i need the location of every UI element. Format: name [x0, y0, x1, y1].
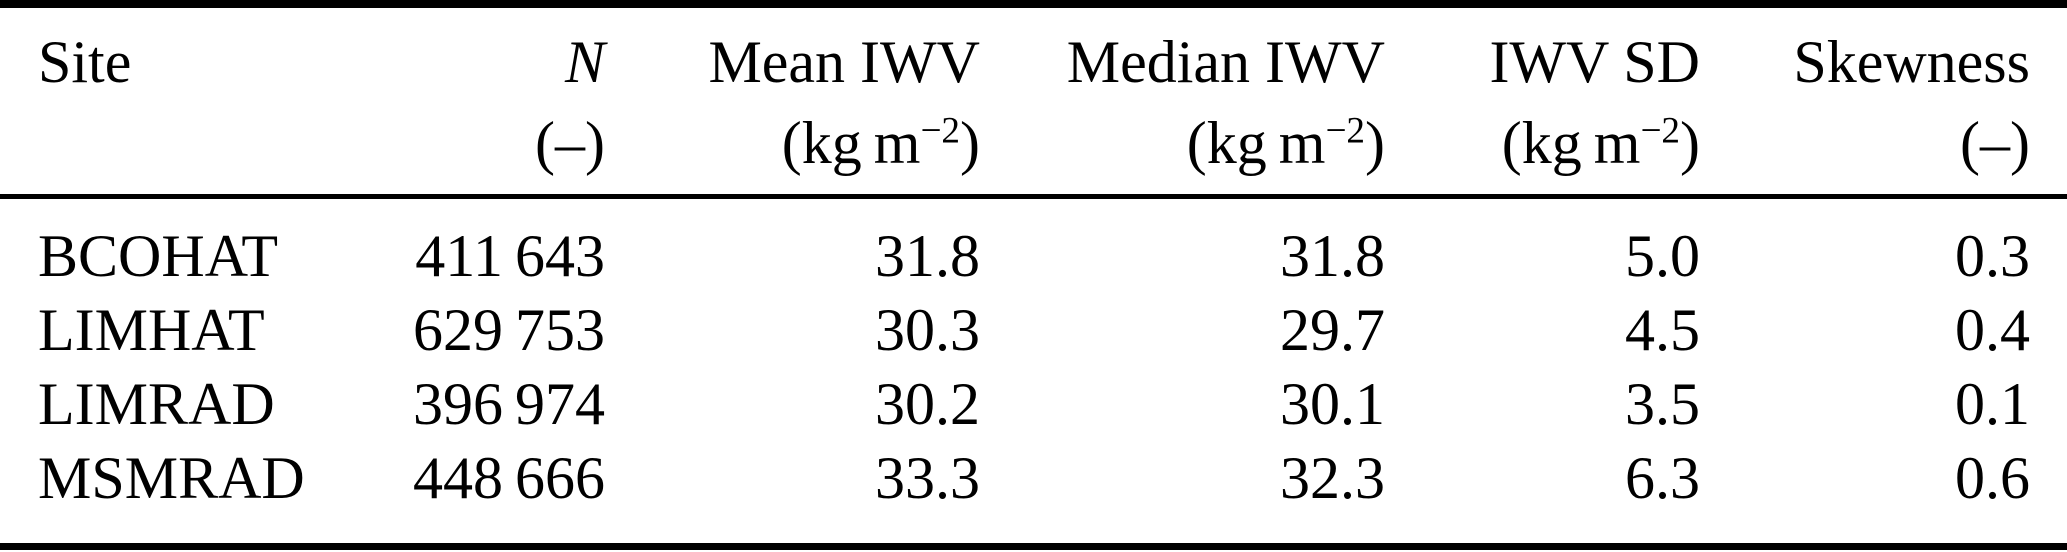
unit-text: (kg m — [1501, 110, 1641, 176]
header-median-iwv-label: Median IWV — [1066, 29, 1385, 95]
header-iwv-sd-label: IWV SD — [1489, 29, 1700, 95]
table-header: Site N (–) Mean IWV (kg m−2) Median IWV … — [0, 4, 2067, 197]
unit-text: (–) — [1960, 110, 2030, 176]
table-row-limhat: LIMHAT 629 753 30.3 29.7 4.5 0.4 — [0, 293, 2067, 367]
header-median-iwv-unit: (kg m−2) — [980, 100, 1385, 194]
cell-n: 396 974 — [412, 371, 605, 437]
unit-exponent: −2 — [1325, 110, 1366, 152]
cell-mean-iwv: 30.3 — [875, 297, 980, 363]
cell-median-iwv: 29.7 — [1280, 297, 1385, 363]
table-row-msmrad: MSMRAD 448 666 33.3 32.3 6.3 0.6 — [0, 441, 2067, 547]
cell-site: LIMRAD — [38, 371, 275, 437]
unit-text: (–) — [535, 110, 605, 176]
table-body: BCOHAT 411 643 31.8 31.8 5.0 0.3 LIMHAT … — [0, 197, 2067, 547]
unit-close: ) — [1365, 110, 1385, 176]
cell-median-iwv: 30.1 — [1280, 371, 1385, 437]
cell-median-iwv: 32.3 — [1280, 445, 1385, 511]
header-row-labels: Site N (–) Mean IWV (kg m−2) Median IWV … — [0, 4, 2067, 197]
cell-site: LIMHAT — [38, 297, 265, 363]
unit-close: ) — [1680, 110, 1700, 176]
header-skewness-unit: (–) — [1700, 100, 2030, 194]
cell-n: 629 753 — [412, 297, 605, 363]
header-n: N (–) — [300, 4, 605, 197]
header-skewness: Skewness (–) — [1700, 4, 2067, 197]
unit-text: (kg m — [1186, 110, 1326, 176]
unit-exponent: −2 — [1640, 110, 1681, 152]
cell-median-iwv: 31.8 — [1280, 223, 1385, 289]
cell-iwv-sd: 6.3 — [1625, 445, 1700, 511]
cell-mean-iwv: 30.2 — [875, 371, 980, 437]
unit-exponent: −2 — [920, 110, 961, 152]
header-median-iwv: Median IWV (kg m−2) — [980, 4, 1385, 197]
cell-site: MSMRAD — [38, 445, 305, 511]
header-site-label: Site — [38, 29, 132, 95]
cell-skewness: 0.6 — [1955, 445, 2030, 511]
cell-skewness: 0.3 — [1955, 223, 2030, 289]
cell-skewness: 0.4 — [1955, 297, 2030, 363]
cell-skewness: 0.1 — [1955, 371, 2030, 437]
header-mean-iwv-label: Mean IWV — [708, 29, 980, 95]
table-row-limrad: LIMRAD 396 974 30.2 30.1 3.5 0.1 — [0, 367, 2067, 441]
header-site: Site — [0, 4, 300, 197]
header-n-label: N — [564, 29, 605, 95]
header-n-unit: (–) — [300, 100, 605, 194]
unit-text: (kg m — [781, 110, 921, 176]
cell-iwv-sd: 4.5 — [1625, 297, 1700, 363]
cell-site: BCOHAT — [38, 223, 279, 289]
table-row-bcohat: BCOHAT 411 643 31.8 31.8 5.0 0.3 — [0, 197, 2067, 294]
header-site-unit — [38, 100, 300, 108]
cell-iwv-sd: 5.0 — [1625, 223, 1700, 289]
header-iwv-sd-unit: (kg m−2) — [1385, 100, 1700, 194]
cell-iwv-sd: 3.5 — [1625, 371, 1700, 437]
cell-mean-iwv: 33.3 — [875, 445, 980, 511]
header-mean-iwv-unit: (kg m−2) — [605, 100, 980, 194]
header-iwv-sd: IWV SD (kg m−2) — [1385, 4, 1700, 197]
header-mean-iwv: Mean IWV (kg m−2) — [605, 4, 980, 197]
cell-mean-iwv: 31.8 — [875, 223, 980, 289]
header-skewness-label: Skewness — [1793, 29, 2030, 95]
unit-close: ) — [960, 110, 980, 176]
cell-n: 448 666 — [412, 445, 605, 511]
cell-n: 411 643 — [415, 223, 605, 289]
